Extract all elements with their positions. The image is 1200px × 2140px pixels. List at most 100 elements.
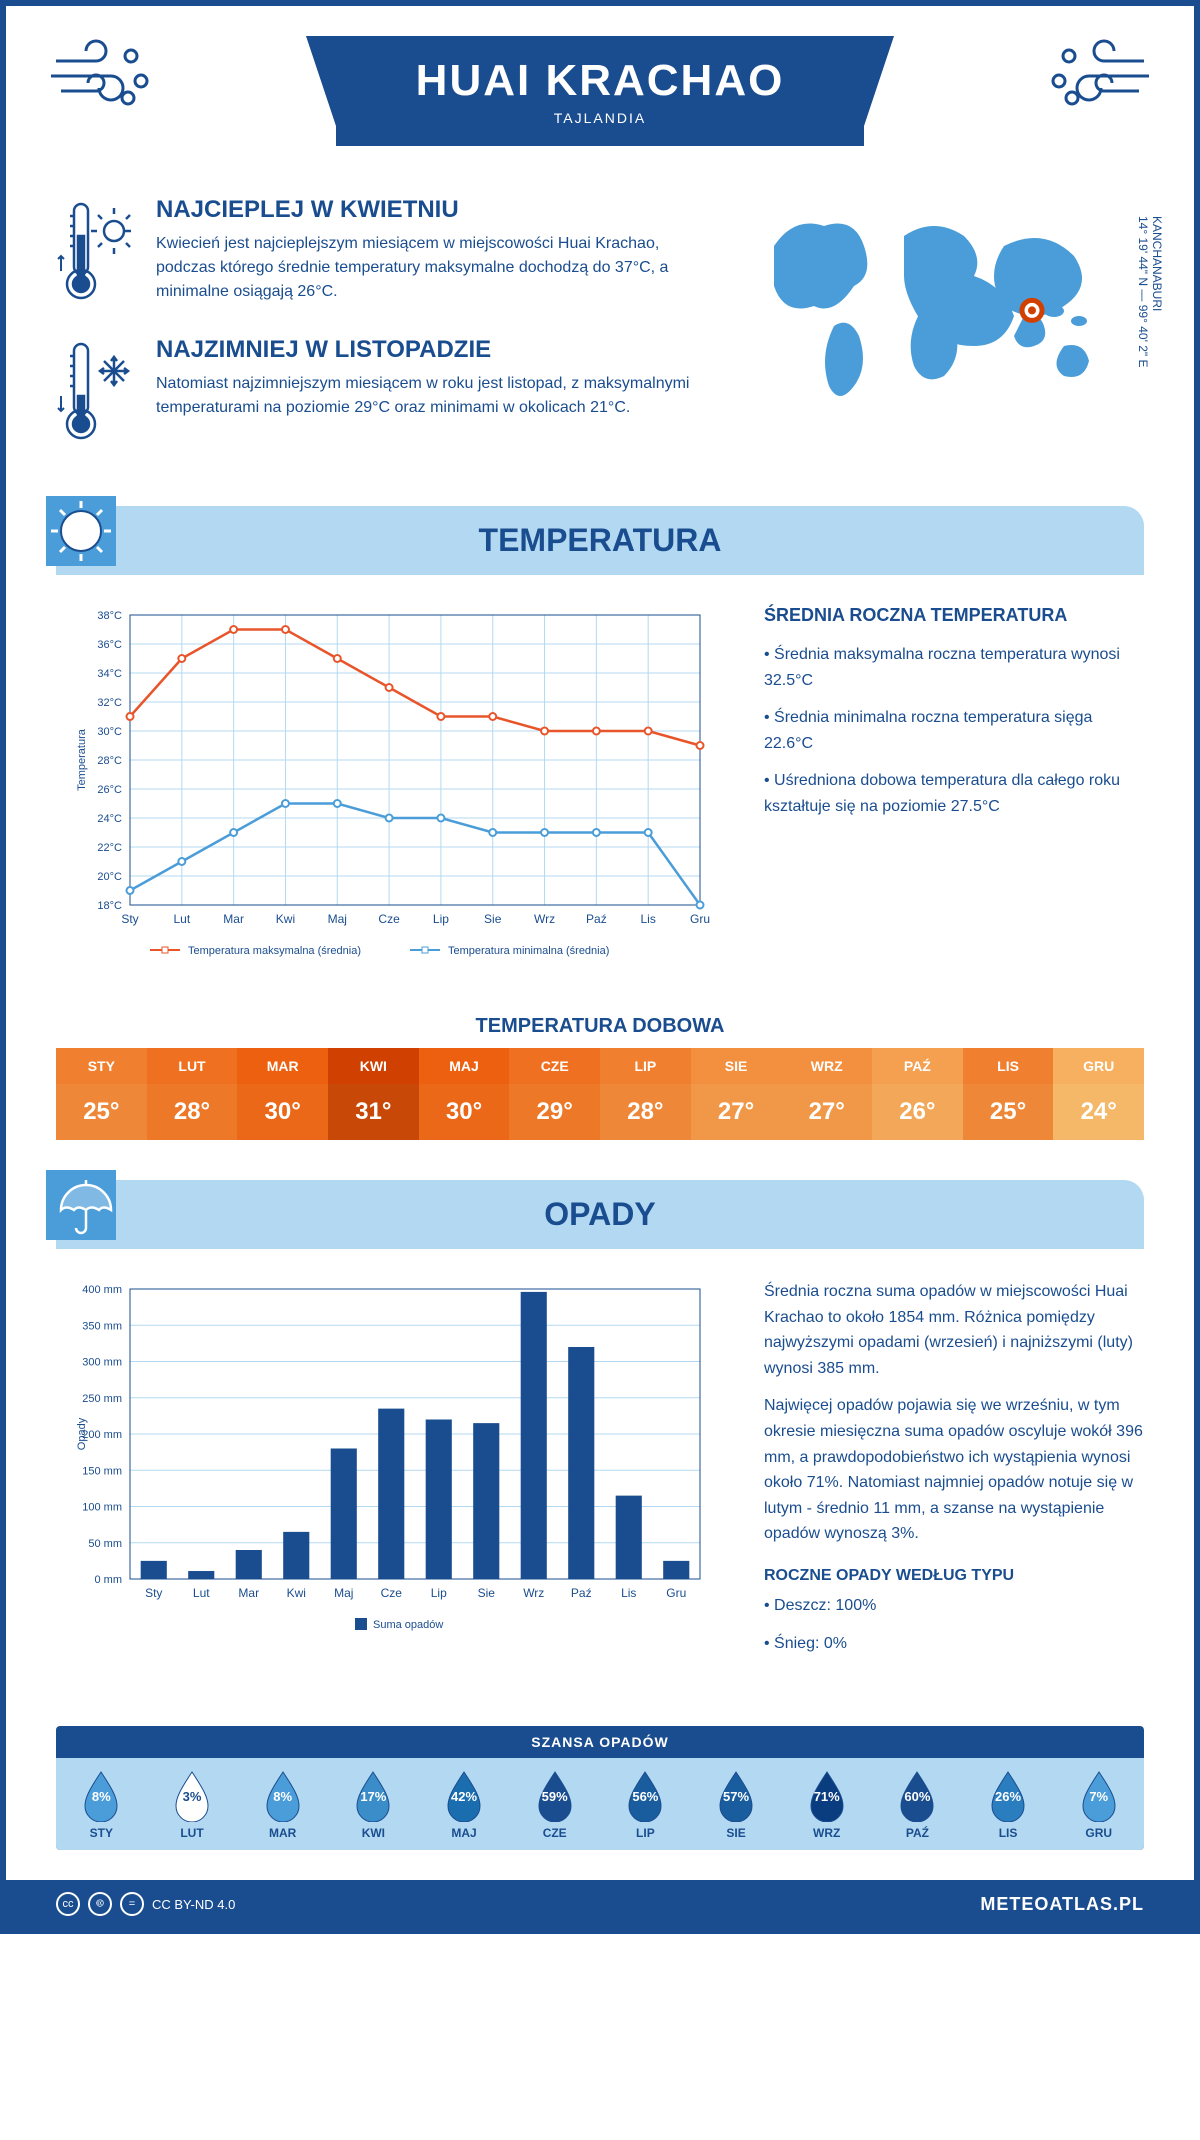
lat: 14° 19' 44" N xyxy=(1136,216,1150,286)
rainfall-bar-chart: 0 mm50 mm100 mm150 mm200 mm250 mm300 mm3… xyxy=(56,1279,724,1639)
rain-chance-month: WRZ xyxy=(781,1826,872,1840)
region: KANCHANABURI xyxy=(1150,216,1164,311)
rain-chance-month: PAŹ xyxy=(872,1826,963,1840)
svg-text:34°C: 34°C xyxy=(97,668,122,680)
svg-text:Opady: Opady xyxy=(76,1417,88,1450)
rain-drop-icon: 60% xyxy=(895,1768,939,1822)
daily-cell: LIP 28° xyxy=(600,1048,691,1140)
rain-chance-month: SIE xyxy=(691,1826,782,1840)
hottest-block: NAJCIEPLEJ W KWIETNIU Kwiecień jest najc… xyxy=(56,196,704,306)
rain-type-title: ROCZNE OPADY WEDŁUG TYPU xyxy=(764,1567,1144,1585)
title-banner: HUAI KRACHAO TAJLANDIA xyxy=(336,36,865,146)
svg-text:Gru: Gru xyxy=(666,1586,686,1600)
svg-text:Wrz: Wrz xyxy=(534,912,555,926)
temp-summary-title: ŚREDNIA ROCZNA TEMPERATURA xyxy=(764,605,1144,626)
temperature-line-chart: 18°C20°C22°C24°C26°C28°C30°C32°C34°C36°C… xyxy=(56,605,724,965)
rain-chance-pct: 8% xyxy=(273,1789,292,1804)
svg-text:20°C: 20°C xyxy=(97,871,122,883)
rain-p2: Najwięcej opadów pojawia się we wrześniu… xyxy=(764,1393,1144,1547)
daily-temp-value: 28° xyxy=(600,1084,691,1140)
rain-drop-icon: 56% xyxy=(623,1768,667,1822)
rain-chance-pct: 26% xyxy=(995,1789,1021,1804)
rain-chance-cell: 57% SIE xyxy=(691,1768,782,1840)
temp-summary: ŚREDNIA ROCZNA TEMPERATURA • Średnia mak… xyxy=(764,605,1144,965)
svg-text:Cze: Cze xyxy=(381,1586,403,1600)
svg-text:18°C: 18°C xyxy=(97,900,122,912)
rain-chance-pct: 8% xyxy=(92,1789,111,1804)
sun-icon xyxy=(46,496,126,576)
rain-chance-cell: 26% LIS xyxy=(963,1768,1054,1840)
svg-text:22°C: 22°C xyxy=(97,842,122,854)
rain-drop-icon: 42% xyxy=(442,1768,486,1822)
daily-cell: SIE 27° xyxy=(691,1048,782,1140)
city-name: HUAI KRACHAO xyxy=(416,56,785,106)
svg-text:0 mm: 0 mm xyxy=(95,1574,123,1586)
svg-text:Mar: Mar xyxy=(238,1586,259,1600)
svg-text:400 mm: 400 mm xyxy=(82,1284,122,1296)
daily-temp-value: 28° xyxy=(147,1084,238,1140)
rain-chance-cell: 3% LUT xyxy=(147,1768,238,1840)
nd-icon: = xyxy=(120,1892,144,1916)
rain-drop-icon: 7% xyxy=(1077,1768,1121,1822)
svg-text:50 mm: 50 mm xyxy=(88,1538,122,1550)
coordinates: KANCHANABURI 14° 19' 44" N — 99° 40' 2" … xyxy=(1136,216,1164,367)
wind-icon xyxy=(46,36,156,116)
daily-temp-value: 26° xyxy=(872,1084,963,1140)
daily-month: LUT xyxy=(147,1048,238,1084)
rain-drop-icon: 8% xyxy=(261,1768,305,1822)
daily-temp-value: 29° xyxy=(509,1084,600,1140)
daily-cell: CZE 29° xyxy=(509,1048,600,1140)
country-name: TAJLANDIA xyxy=(416,110,785,126)
svg-text:Kwi: Kwi xyxy=(287,1586,306,1600)
svg-text:Lis: Lis xyxy=(621,1586,636,1600)
daily-cell: LUT 28° xyxy=(147,1048,238,1140)
daily-temp-value: 30° xyxy=(419,1084,510,1140)
rain-chance-month: CZE xyxy=(509,1826,600,1840)
temp-summary-item: • Uśredniona dobowa temperatura dla całe… xyxy=(764,768,1144,819)
intro-section: NAJCIEPLEJ W KWIETNIU Kwiecień jest najc… xyxy=(6,166,1194,506)
daily-month: CZE xyxy=(509,1048,600,1084)
svg-text:28°C: 28°C xyxy=(97,755,122,767)
daily-cell: LIS 25° xyxy=(963,1048,1054,1140)
rain-drop-icon: 57% xyxy=(714,1768,758,1822)
rain-drop-icon: 8% xyxy=(79,1768,123,1822)
svg-text:Kwi: Kwi xyxy=(276,912,295,926)
thermometer-hot-icon xyxy=(56,196,136,306)
rain-chance-month: KWI xyxy=(328,1826,419,1840)
daily-month: STY xyxy=(56,1048,147,1084)
svg-text:Gru: Gru xyxy=(690,912,710,926)
svg-text:250 mm: 250 mm xyxy=(82,1393,122,1405)
daily-cell: MAR 30° xyxy=(237,1048,328,1140)
daily-cell: KWI 31° xyxy=(328,1048,419,1140)
svg-text:Maj: Maj xyxy=(334,1586,353,1600)
svg-text:Sty: Sty xyxy=(121,912,138,926)
daily-month: MAR xyxy=(237,1048,328,1084)
rainfall-chart-area: 0 mm50 mm100 mm150 mm200 mm250 mm300 mm3… xyxy=(6,1249,1194,1706)
svg-text:Paź: Paź xyxy=(586,912,607,926)
svg-text:150 mm: 150 mm xyxy=(82,1465,122,1477)
svg-text:300 mm: 300 mm xyxy=(82,1357,122,1369)
svg-text:32°C: 32°C xyxy=(97,697,122,709)
rain-chance-cell: 42% MAJ xyxy=(419,1768,510,1840)
svg-text:Lut: Lut xyxy=(193,1586,210,1600)
svg-text:Suma opadów: Suma opadów xyxy=(373,1619,443,1631)
daily-temp-value: 30° xyxy=(237,1084,328,1140)
svg-text:200 mm: 200 mm xyxy=(82,1429,122,1441)
license-text: CC BY-ND 4.0 xyxy=(152,1897,235,1912)
daily-month: LIS xyxy=(963,1048,1054,1084)
rain-chance-pct: 17% xyxy=(360,1789,386,1804)
rain-section-title: OPADY xyxy=(544,1196,655,1232)
daily-cell: STY 25° xyxy=(56,1048,147,1140)
lon: 99° 40' 2" E xyxy=(1136,305,1150,368)
rain-p1: Średnia roczna suma opadów w miejscowośc… xyxy=(764,1279,1144,1381)
coldest-block: NAJZIMNIEJ W LISTOPADZIE Natomiast najzi… xyxy=(56,336,704,446)
svg-text:350 mm: 350 mm xyxy=(82,1320,122,1332)
daily-month: SIE xyxy=(691,1048,782,1084)
daily-month: PAŹ xyxy=(872,1048,963,1084)
rain-summary: Średnia roczna suma opadów w miejscowośc… xyxy=(764,1279,1144,1676)
rain-chance-pct: 57% xyxy=(723,1789,749,1804)
by-icon: 🅭 xyxy=(88,1892,112,1916)
daily-cell: WRZ 27° xyxy=(781,1048,872,1140)
footer: cc 🅭 = CC BY-ND 4.0 METEOATLAS.PL xyxy=(6,1880,1194,1928)
svg-text:Maj: Maj xyxy=(328,912,347,926)
